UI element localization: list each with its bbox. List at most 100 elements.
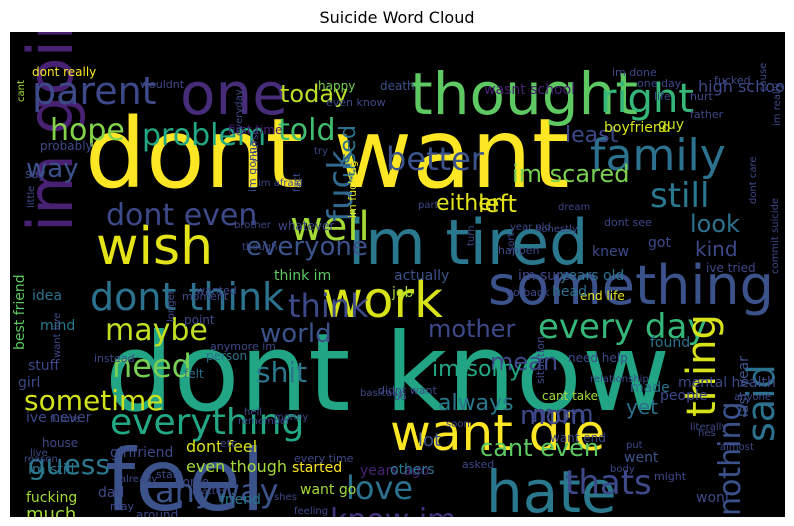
- word-whatever: whatever: [278, 219, 334, 233]
- word-go-back: go back: [506, 286, 550, 299]
- word-point: point: [184, 313, 215, 327]
- word-relationship: relationship: [590, 374, 649, 385]
- word-mom: mom: [520, 401, 587, 431]
- word-fucking: fucking: [26, 490, 77, 506]
- word-little: little: [26, 186, 37, 208]
- word-left: left: [478, 190, 517, 218]
- word-come: come: [176, 475, 209, 489]
- word-anymore-im: anymore im: [210, 340, 276, 353]
- word-feeling: feeling: [294, 506, 328, 517]
- word-im-tired: im tired: [348, 206, 589, 279]
- word-situation: situation: [534, 336, 547, 384]
- word-may: may: [110, 500, 134, 513]
- word-everything: everything: [110, 402, 304, 443]
- word-try: try: [314, 146, 328, 157]
- word-look: look: [690, 210, 740, 238]
- word-use: use: [86, 514, 106, 517]
- word-got: got: [648, 235, 671, 251]
- word-matter: matter: [192, 486, 227, 497]
- word-fucked: fucked: [714, 74, 751, 87]
- word-part: part: [418, 200, 439, 211]
- word-know-im: know im: [330, 503, 456, 517]
- word-mind: mind: [40, 318, 75, 334]
- word-every-day: every day: [538, 307, 707, 347]
- word-im-gonna: im gonna: [246, 140, 259, 192]
- word-best-friend: best friend: [12, 274, 28, 350]
- word-problem: problem: [142, 118, 266, 153]
- word-longer: longer: [166, 289, 177, 322]
- word-work: work: [322, 271, 443, 329]
- word-mother: mother: [428, 315, 515, 343]
- word-yet: yet: [626, 395, 658, 419]
- word-people: people: [660, 388, 707, 404]
- word-sometime: sometime: [24, 384, 163, 417]
- word-moment: moment: [182, 290, 229, 303]
- word-dad: dad: [98, 485, 124, 501]
- word-dont-care: dont care: [748, 156, 759, 204]
- word-father: father: [690, 108, 724, 121]
- word-turn: turn: [466, 225, 477, 246]
- word-remember: remember: [238, 416, 291, 427]
- word-actually: actually: [394, 268, 449, 284]
- word-world: world: [260, 319, 332, 349]
- word-felt: felt: [184, 367, 204, 381]
- chart-title: Suicide Word Cloud: [319, 8, 475, 27]
- word-still: still: [650, 176, 709, 216]
- word-end-life: end life: [580, 289, 625, 303]
- word-well: well: [290, 204, 370, 250]
- word-life: life: [654, 90, 671, 103]
- word-right: right: [600, 76, 694, 122]
- word-didnt-want: didnt want: [378, 384, 438, 397]
- word-im-done: im done: [612, 66, 657, 79]
- word-either: either: [436, 191, 502, 216]
- word-basically: basically: [360, 388, 404, 399]
- word-hes: hes: [698, 428, 716, 439]
- word-thought: thought: [410, 60, 638, 128]
- word-future: future: [50, 414, 80, 425]
- word-literally: literally: [690, 422, 727, 433]
- word-wish: wish: [96, 217, 213, 277]
- word-im-going: im going: [14, 32, 87, 232]
- word-love: love: [346, 469, 413, 507]
- word-others: others: [390, 462, 435, 478]
- word-dont-even: dont even: [106, 198, 257, 233]
- word-fuck: fuck: [321, 150, 361, 222]
- word-dont-want: dont want: [85, 98, 570, 210]
- word-said: said: [739, 364, 783, 442]
- word-want-die: want die: [390, 404, 605, 462]
- word-girl: girl: [18, 375, 40, 391]
- word-might: might: [654, 470, 687, 483]
- word-im-really: im really: [772, 83, 783, 126]
- word-wasnt-school: wasnt school: [484, 82, 575, 98]
- word-dont-feel: dont feel: [186, 437, 257, 456]
- word-something: something: [488, 254, 774, 317]
- word-thing: thing: [679, 314, 725, 417]
- word-instead: instead: [94, 352, 135, 365]
- word-want-end: want end: [550, 431, 606, 445]
- word-wont: wont: [696, 490, 731, 506]
- word-dont-really: dont really: [32, 65, 96, 79]
- word-need: need: [112, 347, 192, 385]
- word-everyday: everyday: [234, 89, 245, 136]
- word-head: head: [552, 284, 587, 300]
- word-lot: lot: [418, 430, 441, 451]
- word-guess: guess: [28, 448, 110, 481]
- word-im-sure: im sure: [518, 268, 570, 284]
- word-kind: kind: [695, 237, 738, 261]
- word-cant-even: cant even: [480, 434, 599, 462]
- word-one-day: one day: [637, 77, 682, 90]
- word-person: person: [206, 349, 247, 363]
- word-im-scared: im scared: [512, 160, 629, 188]
- word-anyway: anyway: [155, 472, 279, 510]
- word-anyone: anyone: [734, 392, 771, 403]
- word-around: around: [136, 508, 178, 517]
- word-feel: feel: [105, 431, 265, 517]
- word-soon: soon: [446, 419, 470, 430]
- word-thats: thats: [565, 463, 652, 503]
- word-course: course: [250, 129, 261, 162]
- word-sort: sort: [506, 233, 517, 252]
- word-body: body: [610, 464, 635, 475]
- word-family: family: [590, 130, 726, 181]
- word-wouldnt: wouldnt: [140, 78, 185, 91]
- word-im-still: im still: [28, 462, 74, 478]
